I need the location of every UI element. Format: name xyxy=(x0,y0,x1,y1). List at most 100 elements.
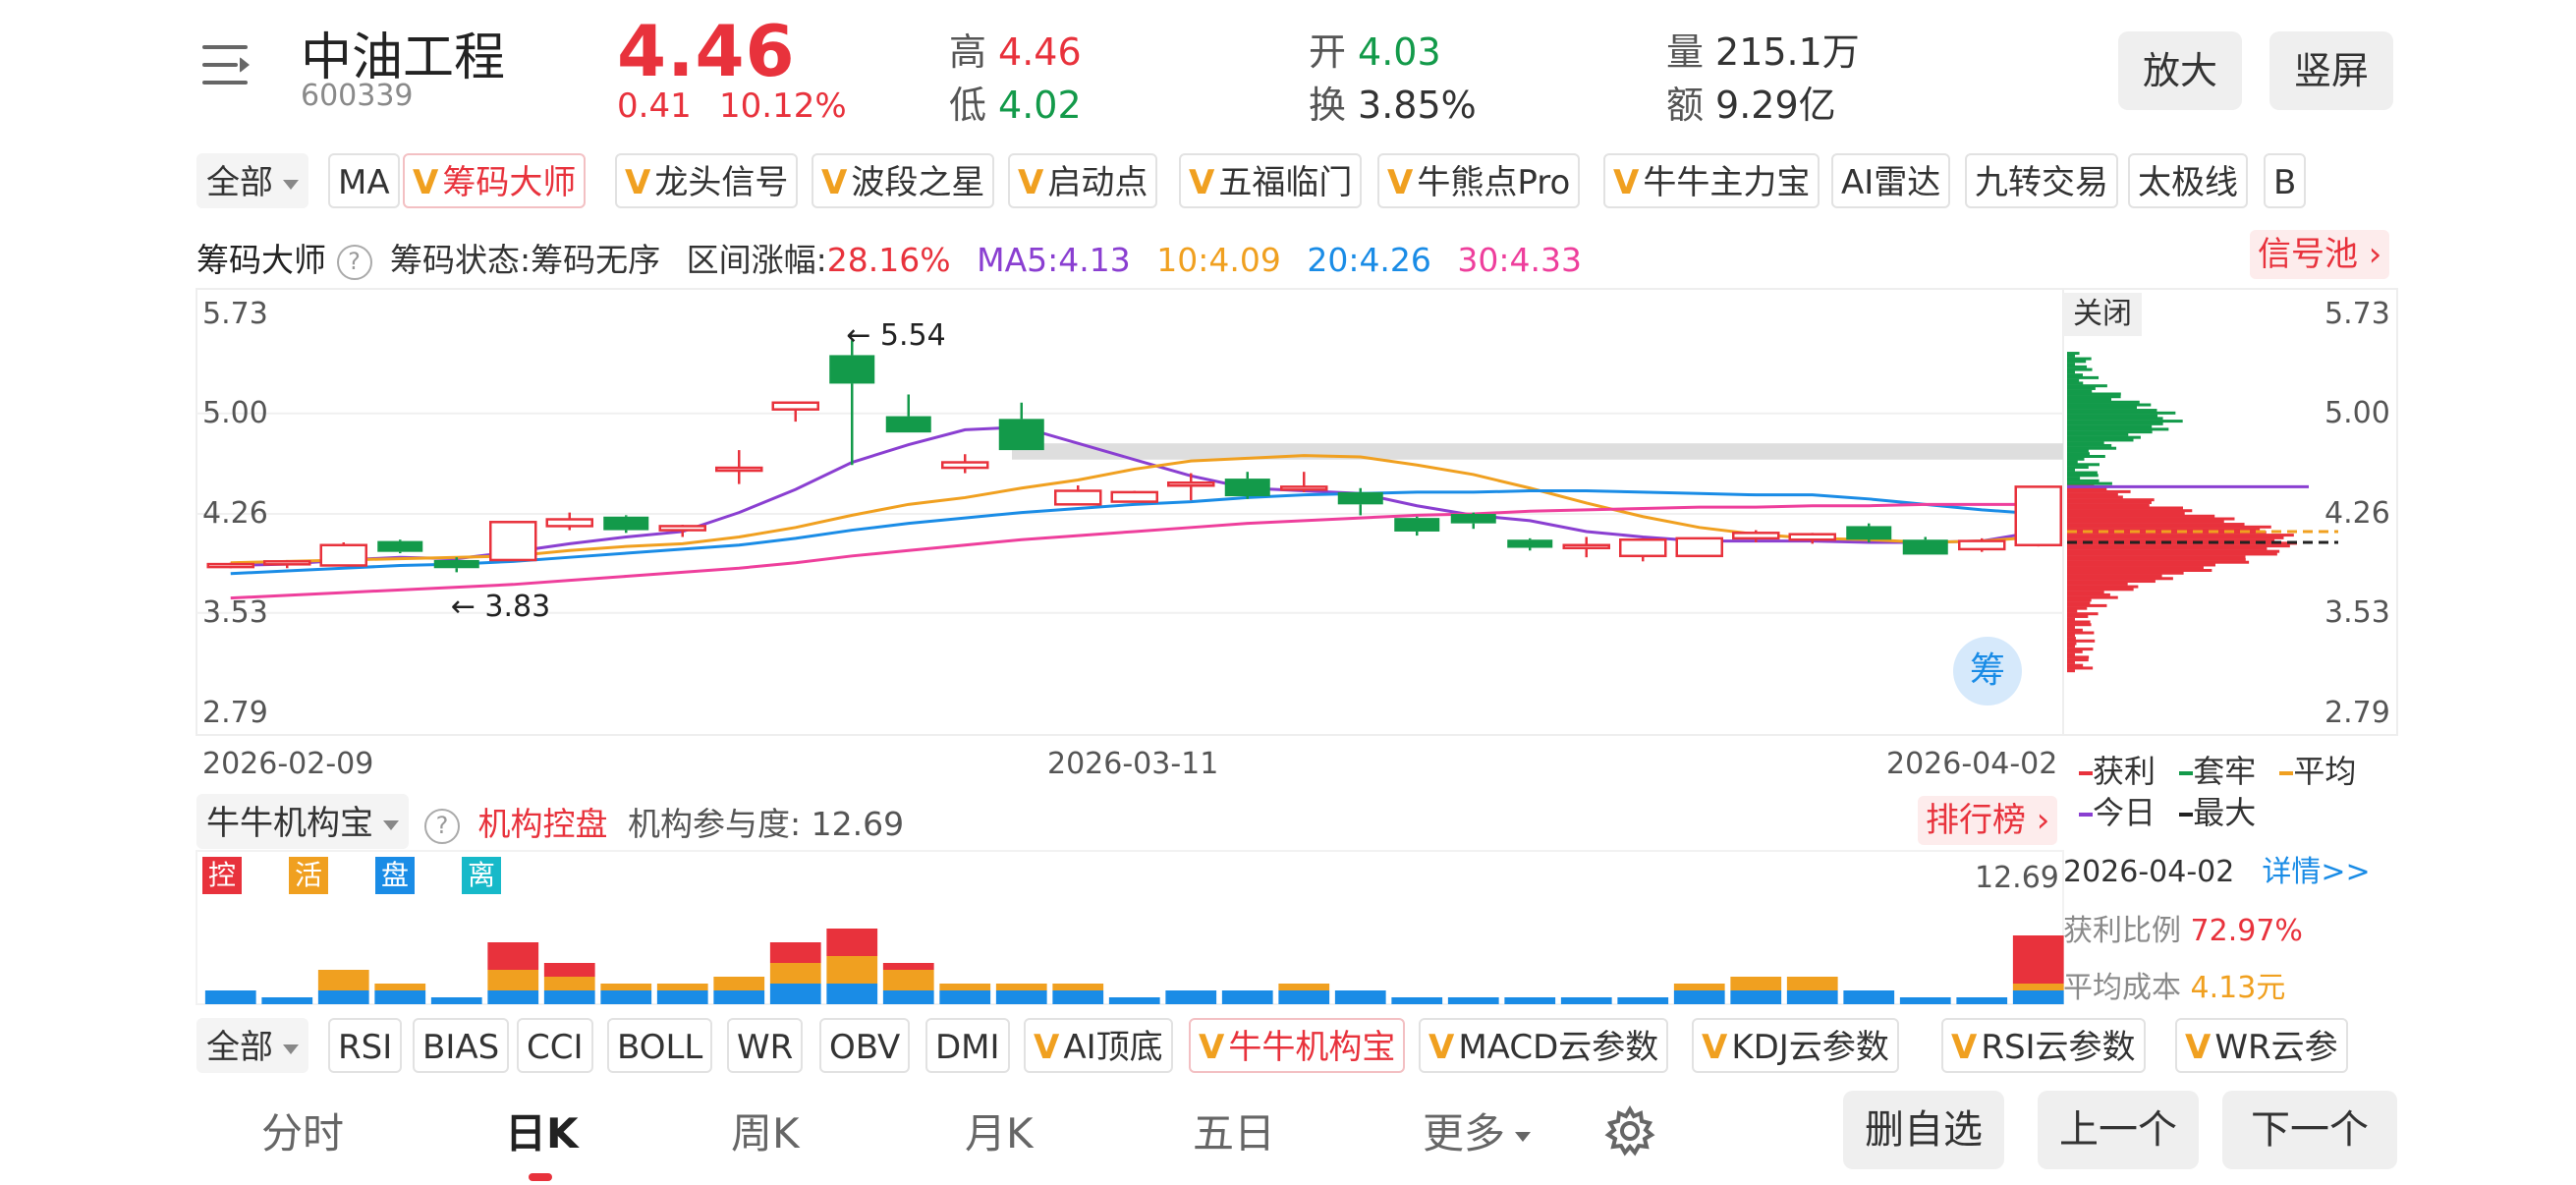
chip-bar xyxy=(2067,457,2085,461)
candle xyxy=(771,401,819,423)
inst-bar xyxy=(713,977,765,990)
subtab-6[interactable]: DMI xyxy=(925,1018,1010,1073)
chip-bar xyxy=(2067,557,2246,561)
chip-bar xyxy=(2067,528,2261,532)
chip-bar xyxy=(2067,606,2088,610)
tab-1[interactable]: V 筹码大师 xyxy=(403,153,587,208)
tab-6[interactable]: V 牛熊点Pro xyxy=(1377,153,1581,208)
nav-2[interactable]: 周K xyxy=(731,1109,800,1157)
tab-9[interactable]: 九转交易 xyxy=(1965,153,2118,208)
profit-ratio-label: 获利比例 xyxy=(2063,914,2181,948)
institution-select[interactable]: 牛牛机构宝 xyxy=(196,794,409,849)
chip-bar xyxy=(2067,468,2075,472)
subtab-3[interactable]: BOLL xyxy=(607,1018,713,1073)
tab-2[interactable]: V 龙头信号 xyxy=(615,153,799,208)
chip-info-line: 筹码大师 ? 筹码状态:筹码无序 区间涨幅:28.16% MA5:4.13 10… xyxy=(196,234,1582,281)
rank-button[interactable]: 排行榜 › xyxy=(1918,796,2058,845)
nav-4[interactable]: 五日 xyxy=(1193,1109,1276,1157)
subtab-2[interactable]: CCI xyxy=(517,1018,593,1073)
tab-8[interactable]: AI雷达 xyxy=(1831,153,1951,208)
chip-bar xyxy=(2067,360,2087,364)
subtab-0[interactable]: RSI xyxy=(328,1018,403,1073)
price-change: 0.41 xyxy=(617,86,692,126)
chip-bar xyxy=(2067,420,2183,423)
prev-stock-button[interactable]: 上一个 xyxy=(2038,1091,2199,1169)
inst-help-icon[interactable]: ? xyxy=(424,808,460,844)
chip-bar xyxy=(2067,669,2075,673)
v-badge-icon: V xyxy=(1034,1028,1060,1067)
inst-bar xyxy=(1956,997,2008,1004)
portrait-button[interactable]: 竖屏 xyxy=(2269,31,2393,110)
y-label-left: 2.79 xyxy=(202,696,268,730)
menu-icon[interactable] xyxy=(202,45,252,88)
date-end: 2026-04-02 xyxy=(1886,747,2058,781)
y-label-right: 2.79 xyxy=(2324,696,2390,730)
tab-4[interactable]: V 启动点 xyxy=(1008,153,1158,208)
chip-bar xyxy=(2067,552,2277,556)
signal-pool-button[interactable]: 信号池 › xyxy=(2250,230,2390,279)
tab-0[interactable]: MA xyxy=(328,153,400,208)
delete-watchlist-button[interactable]: 删自选 xyxy=(1843,1091,2004,1169)
chip-bar xyxy=(2067,591,2104,594)
chip-bar xyxy=(2067,634,2075,638)
chip-bar xyxy=(2067,466,2089,470)
chip-bar xyxy=(2067,666,2094,670)
nav-0[interactable]: 分时 xyxy=(261,1109,345,1157)
detail-link[interactable]: 详情>> xyxy=(2262,855,2371,889)
next-stock-button[interactable]: 下一个 xyxy=(2222,1091,2397,1169)
subtab-12[interactable]: V WR云参 xyxy=(2175,1018,2348,1073)
subtab-all[interactable]: 全部 xyxy=(196,1018,308,1073)
legend-trapped: 套牢 xyxy=(2193,753,2257,790)
inst-bar xyxy=(1617,997,1669,1004)
chip-bar xyxy=(2067,460,2078,464)
chip-bar xyxy=(2067,443,2112,447)
v-badge-icon: V xyxy=(1702,1028,1728,1067)
chip-close-button[interactable]: 关闭 xyxy=(2063,293,2142,336)
inst-legend-1: 活跃 xyxy=(289,857,329,929)
tab-11[interactable]: B xyxy=(2264,153,2307,208)
tab-all[interactable]: 全部 xyxy=(196,153,308,208)
inst-bar xyxy=(600,990,652,1004)
subtab-7[interactable]: V AI顶底 xyxy=(1024,1018,1173,1073)
inst-bar xyxy=(713,990,765,1004)
inst-bar xyxy=(1730,977,1782,990)
subtab-11[interactable]: V RSI云参数 xyxy=(1941,1018,2146,1073)
legend-avg: 平均 xyxy=(2293,753,2357,790)
subtab-10[interactable]: V KDJ云参数 xyxy=(1692,1018,1899,1073)
chip-bar xyxy=(2067,400,2140,404)
subtab-9[interactable]: V MACD云参数 xyxy=(1419,1018,1669,1073)
chip-bar xyxy=(2067,648,2094,651)
help-icon[interactable]: ? xyxy=(336,244,372,280)
tab-3[interactable]: V 波段之星 xyxy=(812,153,995,208)
subtab-1[interactable]: BIAS xyxy=(413,1018,510,1073)
candle xyxy=(941,454,989,474)
inst-bar xyxy=(543,963,595,977)
subtab-5[interactable]: OBV xyxy=(819,1018,911,1073)
tab-10[interactable]: 太极线 xyxy=(2128,153,2248,208)
chip-legend: 获利 套牢 平均 xyxy=(2079,747,2356,792)
chip-bar xyxy=(2067,658,2089,662)
subtab-8[interactable]: V 牛牛机构宝 xyxy=(1189,1018,1406,1073)
chip-bar xyxy=(2067,409,2157,413)
chip-bar xyxy=(2067,432,2129,436)
chip-bar xyxy=(2067,571,2184,575)
subtab-4[interactable]: WR xyxy=(727,1018,804,1073)
inst-bar xyxy=(1391,997,1443,1004)
settings-gear-icon[interactable] xyxy=(1603,1104,1656,1157)
nav-3[interactable]: 月K xyxy=(965,1109,1034,1157)
chip-bar xyxy=(2067,427,2169,431)
bottom-nav: 分时 日K 周K 月K 五日 更多 xyxy=(196,1091,1670,1181)
chip-bar xyxy=(2067,398,2112,401)
inst-bar xyxy=(995,984,1047,990)
nav-5[interactable]: 更多 xyxy=(1423,1100,1532,1160)
chip-badge-icon[interactable]: 筹 xyxy=(1953,637,2022,705)
inst-bar xyxy=(1786,977,1838,990)
candle xyxy=(545,512,593,531)
tab-5[interactable]: V 五福临门 xyxy=(1179,153,1363,208)
zoom-button[interactable]: 放大 xyxy=(2118,31,2242,110)
v-badge-icon: V xyxy=(1199,1028,1225,1067)
candle xyxy=(263,559,311,569)
nav-1[interactable]: 日K xyxy=(505,1100,579,1181)
tab-7[interactable]: V 牛牛主力宝 xyxy=(1603,153,1820,208)
